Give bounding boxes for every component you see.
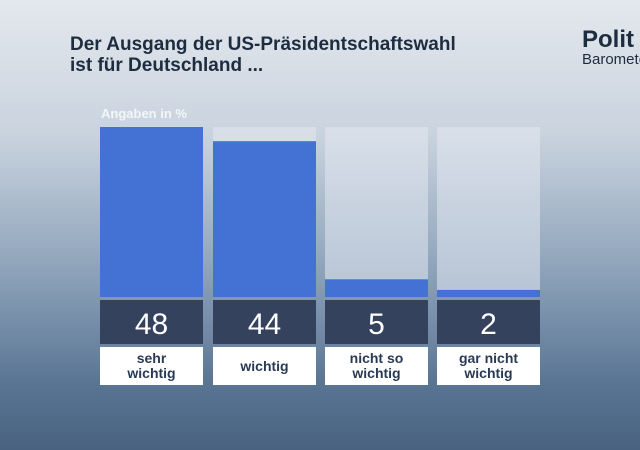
category-label: sehr wichtig (100, 347, 203, 385)
value-box (213, 300, 316, 344)
data-label: 2 (480, 308, 497, 341)
value-box (437, 300, 540, 344)
data-label: 5 (368, 308, 385, 341)
data-label: 48 (135, 308, 168, 341)
bar-track (437, 127, 540, 297)
bar (213, 141, 316, 297)
bar (100, 127, 203, 297)
bar (437, 289, 540, 297)
politbarometer-logo: Polit Barometer (582, 26, 640, 68)
category-label: nicht so wichtig (325, 347, 428, 385)
value-box (100, 300, 203, 344)
value-box (325, 300, 428, 344)
chart-title: Der Ausgang der US-Präsidentschaftswahl … (70, 34, 456, 76)
bar-track (325, 127, 428, 297)
data-label: 44 (248, 308, 281, 341)
category-label: gar nicht wichtig (437, 347, 540, 385)
category-label: wichtig (213, 347, 316, 385)
logo-line2: Barometer (582, 51, 640, 68)
bar (325, 279, 428, 297)
unit-label: Angaben in % (101, 106, 187, 121)
logo-line1: Polit (582, 26, 634, 53)
